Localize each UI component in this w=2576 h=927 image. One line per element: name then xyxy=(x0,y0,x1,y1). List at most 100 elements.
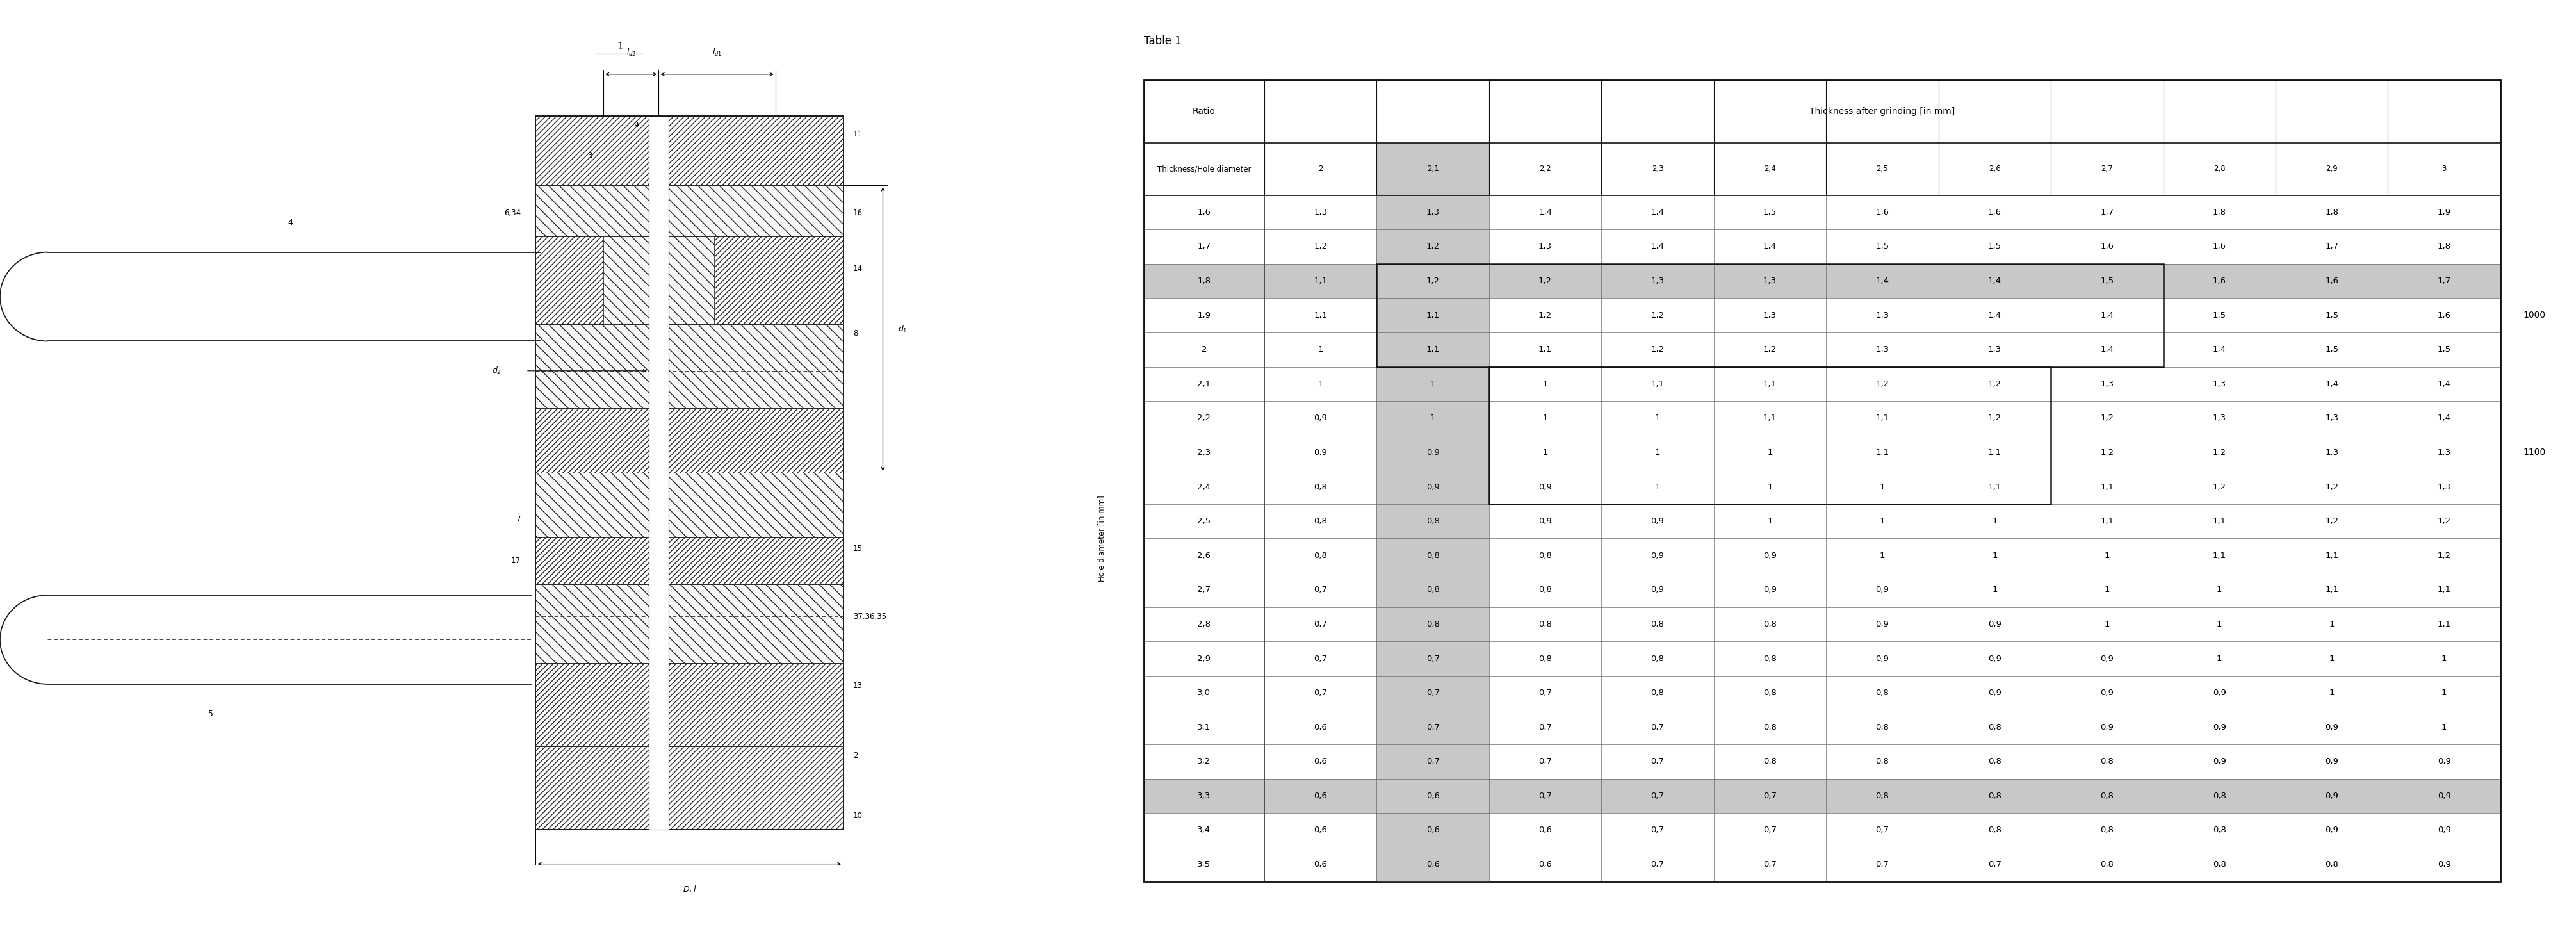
Text: 1000: 1000 xyxy=(2522,311,2545,320)
Text: 1,2: 1,2 xyxy=(2099,449,2112,457)
Text: 0,8: 0,8 xyxy=(2324,860,2339,869)
Bar xyxy=(536,116,842,185)
Text: 1,4: 1,4 xyxy=(1762,243,1777,251)
Text: 1: 1 xyxy=(1991,586,1996,594)
Bar xyxy=(536,473,842,538)
Text: 1,3: 1,3 xyxy=(1989,346,2002,354)
Text: 0,9: 0,9 xyxy=(2437,757,2450,766)
Text: 0,7: 0,7 xyxy=(1875,826,1888,834)
Text: 1,4: 1,4 xyxy=(2099,311,2112,320)
Text: 3,1: 3,1 xyxy=(1198,723,1211,731)
Text: 1,8: 1,8 xyxy=(2324,209,2339,216)
Text: 1,3: 1,3 xyxy=(1875,311,1888,320)
Text: 0,8: 0,8 xyxy=(1762,654,1777,663)
Text: 17: 17 xyxy=(510,557,520,565)
Text: 1,4: 1,4 xyxy=(2324,380,2339,388)
Text: 0,8: 0,8 xyxy=(1875,723,1888,731)
Text: 1,3: 1,3 xyxy=(1651,277,1664,286)
Bar xyxy=(1144,779,2499,813)
Text: 1,2: 1,2 xyxy=(2213,449,2226,457)
Bar xyxy=(1376,436,1489,470)
Bar xyxy=(1376,264,2164,367)
Text: 1,7: 1,7 xyxy=(2324,243,2339,251)
Text: $D,l$: $D,l$ xyxy=(683,884,696,894)
Text: 1,8: 1,8 xyxy=(2213,209,2226,216)
Text: $d_1$: $d_1$ xyxy=(896,324,907,335)
Bar xyxy=(1144,264,2499,298)
Text: 1,1: 1,1 xyxy=(1875,414,1888,423)
Bar xyxy=(536,408,842,473)
Text: 1,2: 1,2 xyxy=(1314,243,1327,251)
Text: 1,4: 1,4 xyxy=(2213,346,2226,354)
Text: 1,5: 1,5 xyxy=(1875,243,1888,251)
Text: 0,9: 0,9 xyxy=(1875,620,1888,629)
Bar xyxy=(536,236,603,324)
Bar xyxy=(1376,676,1489,710)
Text: 2,6: 2,6 xyxy=(1989,165,1999,173)
Text: 1,2: 1,2 xyxy=(1538,277,1551,286)
Text: 1,5: 1,5 xyxy=(2099,277,2112,286)
Text: 3,0: 3,0 xyxy=(1198,689,1211,697)
Text: $d_2$: $d_2$ xyxy=(492,365,500,376)
Text: 0,8: 0,8 xyxy=(1425,586,1440,594)
Text: 0,9: 0,9 xyxy=(1989,620,2002,629)
Text: 0,9: 0,9 xyxy=(1314,449,1327,457)
Text: Thickness after grinding [in mm]: Thickness after grinding [in mm] xyxy=(1808,107,1955,116)
Text: 1,3: 1,3 xyxy=(1314,209,1327,216)
Text: 0,9: 0,9 xyxy=(1875,654,1888,663)
Text: 2: 2 xyxy=(853,752,858,759)
Text: 1: 1 xyxy=(1430,414,1435,423)
Text: 1,2: 1,2 xyxy=(1989,414,2002,423)
Text: 1: 1 xyxy=(1991,517,1996,526)
Text: 1,3: 1,3 xyxy=(2437,449,2450,457)
Text: 1: 1 xyxy=(1654,483,1659,491)
Text: 0,8: 0,8 xyxy=(2099,757,2112,766)
Text: 0,9: 0,9 xyxy=(1875,586,1888,594)
Text: 1,4: 1,4 xyxy=(1989,311,2002,320)
Text: 2: 2 xyxy=(1200,346,1206,354)
Text: 1,2: 1,2 xyxy=(2437,517,2450,526)
Text: 0,7: 0,7 xyxy=(1314,620,1327,629)
Text: 1,9: 1,9 xyxy=(2437,209,2450,216)
Text: 1,3: 1,3 xyxy=(1762,311,1777,320)
Text: 1,1: 1,1 xyxy=(2099,483,2112,491)
Text: 3,3: 3,3 xyxy=(1198,792,1211,800)
Text: 1,7: 1,7 xyxy=(2099,209,2112,216)
Text: 0,8: 0,8 xyxy=(1538,620,1551,629)
Text: 1: 1 xyxy=(1316,346,1324,354)
Text: 0,8: 0,8 xyxy=(1538,586,1551,594)
Text: 1100: 1100 xyxy=(2522,448,2545,457)
Text: 0,7: 0,7 xyxy=(1425,689,1440,697)
Text: 2,9: 2,9 xyxy=(1198,654,1211,663)
Bar xyxy=(536,538,842,584)
Text: 1,8: 1,8 xyxy=(1198,277,1211,286)
Text: 2,5: 2,5 xyxy=(1875,165,1888,173)
Text: 1,2: 1,2 xyxy=(1651,346,1664,354)
Text: 0,7: 0,7 xyxy=(1538,689,1551,697)
Text: 9: 9 xyxy=(634,121,639,129)
Text: 0,9: 0,9 xyxy=(1425,483,1440,491)
Text: 2,4: 2,4 xyxy=(1198,483,1211,491)
Bar xyxy=(1376,607,1489,641)
Text: 0,8: 0,8 xyxy=(1425,620,1440,629)
Text: 1,2: 1,2 xyxy=(2324,517,2339,526)
Text: 0,7: 0,7 xyxy=(1425,757,1440,766)
Text: 1,6: 1,6 xyxy=(1198,209,1211,216)
Text: 0,8: 0,8 xyxy=(1762,689,1777,697)
Text: Hole diameter [in mm]: Hole diameter [in mm] xyxy=(1097,495,1105,581)
Text: 0,9: 0,9 xyxy=(1762,586,1777,594)
Bar xyxy=(714,236,842,324)
Text: 1,1: 1,1 xyxy=(1989,483,2002,491)
Text: 1: 1 xyxy=(1543,449,1548,457)
Text: 0,6: 0,6 xyxy=(1538,826,1551,834)
Text: 4: 4 xyxy=(289,219,294,226)
Text: 0,8: 0,8 xyxy=(2099,860,2112,869)
Text: 0,7: 0,7 xyxy=(1651,792,1664,800)
Text: 0,8: 0,8 xyxy=(1762,620,1777,629)
Text: 0,9: 0,9 xyxy=(2213,757,2226,766)
Bar xyxy=(1376,641,1489,676)
Text: 2: 2 xyxy=(1319,165,1321,173)
Text: 1,3: 1,3 xyxy=(2213,380,2226,388)
Text: 1: 1 xyxy=(1543,380,1548,388)
Text: 0,9: 0,9 xyxy=(1425,449,1440,457)
